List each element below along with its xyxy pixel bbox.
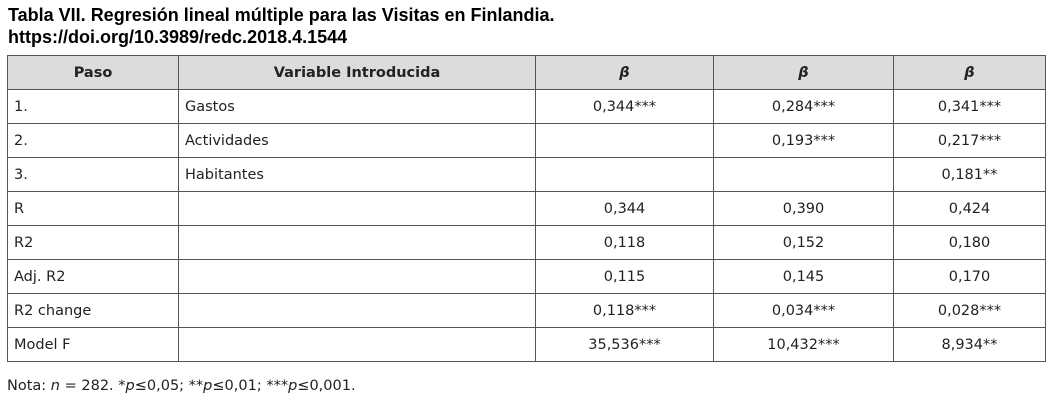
column-header: Variable Introducida (178, 55, 536, 90)
table-cell: R (7, 191, 179, 226)
table-cell: 0,424 (893, 191, 1046, 226)
table-cell (713, 157, 894, 192)
table-cell: 10,432*** (713, 327, 894, 362)
table-cell (535, 157, 714, 192)
table-cell: Model F (7, 327, 179, 362)
note-text: = 282. * (60, 378, 126, 394)
table-cell: 0,390 (713, 191, 894, 226)
table-cell: 0,181** (893, 157, 1046, 192)
table-cell: 1. (7, 89, 179, 124)
table-cell: 0,118*** (535, 293, 714, 328)
table-row: Model F 35,536*** 10,432*** 8,934** (7, 327, 1046, 362)
table-cell: 3. (7, 157, 179, 192)
table-row: R2 0,118 0,152 0,180 (7, 225, 1046, 260)
table-cell (178, 327, 536, 362)
table-cell: 0,344*** (535, 89, 714, 124)
table-cell (178, 191, 536, 226)
column-header: β (713, 55, 894, 90)
note-text: Nota: (7, 378, 51, 394)
table-cell: 0,028*** (893, 293, 1046, 328)
table-cell (178, 259, 536, 294)
table-cell: 2. (7, 123, 179, 158)
note-text: n (50, 378, 60, 394)
column-header: β (535, 55, 714, 90)
table-row: Adj. R2 0,115 0,145 0,170 (7, 259, 1046, 294)
note-text: ≤0,01; *** (212, 378, 289, 394)
table-cell: 0,170 (893, 259, 1046, 294)
note-text: ≤0,05; ** (134, 378, 204, 394)
note-text: p (203, 378, 213, 394)
table-cell: R2 (7, 225, 179, 260)
table-cell (178, 225, 536, 260)
note-text: ≤0,001. (297, 378, 356, 394)
table: Paso Variable Introducida β β β 1. Gastos 0,34… (7, 55, 1046, 362)
table-cell (178, 293, 536, 328)
column-header: β (893, 55, 1046, 90)
table-cell: 0,284*** (713, 89, 894, 124)
table-cell: Gastos (178, 89, 536, 124)
table-cell: Adj. R2 (7, 259, 179, 294)
table-cell: 35,536*** (535, 327, 714, 362)
table-row: R 0,344 0,390 0,424 (7, 191, 1046, 226)
table-row: 1. Gastos 0,344*** 0,284*** 0,341*** (7, 89, 1046, 124)
table-cell: 0,193*** (713, 123, 894, 158)
note-text: p (288, 378, 298, 394)
header-row: Paso Variable Introducida β β β (7, 55, 1046, 90)
column-header: Paso (7, 55, 179, 90)
table-cell: 0,344 (535, 191, 714, 226)
table-row: R2 change 0,118*** 0,034*** 0,028*** (7, 293, 1046, 328)
table-row: 2. Actividades 0,193*** 0,217*** (7, 123, 1046, 158)
title: Tabla VII. Regresión lineal múltiple par… (8, 5, 555, 25)
table-cell: 0,145 (713, 259, 894, 294)
doi: https://doi.org/10.3989/redc.2018.4.1544 (8, 27, 348, 47)
table-cell: 0,217*** (893, 123, 1046, 158)
table-cell: R2 change (7, 293, 179, 328)
table-cell: 0,118 (535, 225, 714, 260)
table-cell: Actividades (178, 123, 536, 158)
table-cell: 0,034*** (713, 293, 894, 328)
note: Nota: n = 282. *p≤0,05; **p≤0,01; ***p≤0… (7, 378, 356, 394)
table-cell: 0,115 (535, 259, 714, 294)
table-cell: 0,152 (713, 225, 894, 260)
table-cell: 8,934** (893, 327, 1046, 362)
table-row: 3. Habitantes 0,181** (7, 157, 1046, 192)
table-cell: Habitantes (178, 157, 536, 192)
table-cell: 0,180 (893, 225, 1046, 260)
table-cell (535, 123, 714, 158)
table-cell: 0,341*** (893, 89, 1046, 124)
table-body: 1. Gastos 0,344*** 0,284*** 0,341*** 2. Activi… (7, 89, 1046, 362)
note-text: p (125, 378, 135, 394)
